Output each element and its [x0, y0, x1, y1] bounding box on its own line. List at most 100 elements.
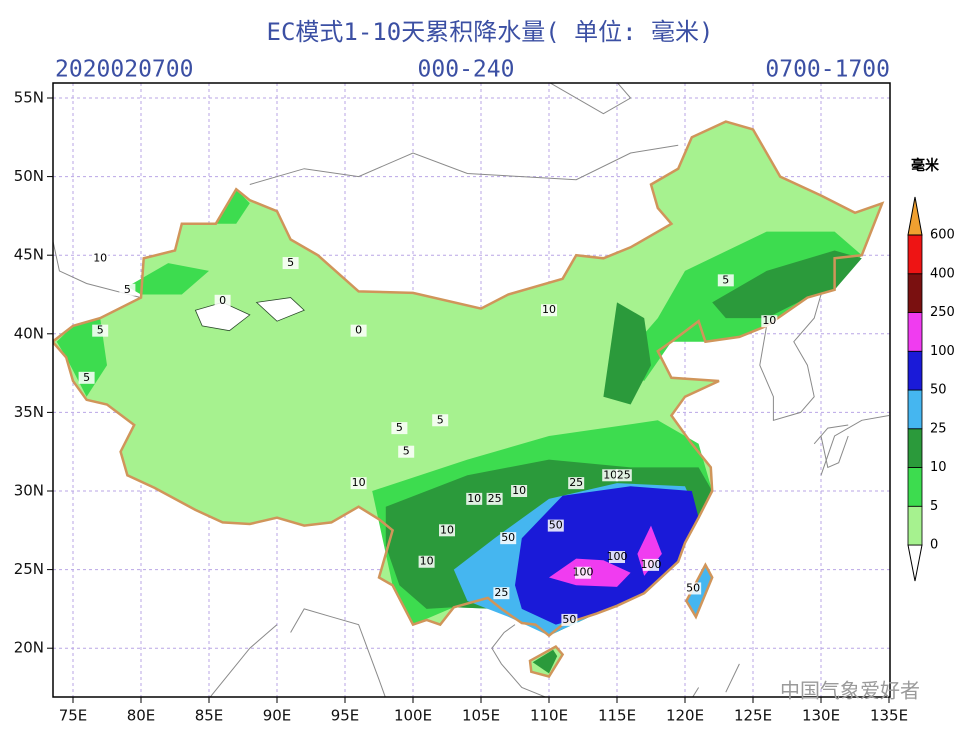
- contour-label: 50: [562, 613, 576, 626]
- legend-label: 600: [930, 228, 955, 243]
- legend-label: 5: [930, 499, 938, 514]
- legend-swatch: [907, 467, 923, 507]
- contour-label-box: [511, 485, 528, 497]
- legend-swatch: [907, 428, 923, 468]
- contour-label-box: [119, 283, 136, 296]
- contour-label-box: [486, 492, 503, 505]
- contour-label: 10: [420, 555, 434, 568]
- contour-label-box: [350, 324, 367, 337]
- coastline: [491, 624, 547, 697]
- contour-label: 5: [83, 371, 90, 384]
- contour-label: 10: [93, 251, 107, 264]
- y-tick-label: 20N: [14, 639, 44, 657]
- contour-label-box: [432, 414, 449, 427]
- contour-label: 25: [617, 468, 631, 481]
- legend-label: 50: [930, 383, 947, 398]
- contour-label-box: [214, 294, 231, 307]
- x-tick-label: 75E: [59, 707, 88, 725]
- x-tick-label: 135E: [870, 707, 908, 725]
- contour-label-box: [615, 469, 632, 482]
- contour-label: 25: [569, 476, 583, 489]
- coastline: [820, 415, 890, 476]
- contour-label-box: [466, 492, 483, 505]
- contour-label: 5: [124, 283, 131, 296]
- contour-label: 25: [494, 586, 508, 599]
- legend-swatch: [907, 389, 923, 430]
- contour-label-box: [78, 371, 95, 384]
- precip-region: [255, 297, 305, 322]
- x-tick-label: 80E: [127, 707, 156, 725]
- contour-label-box: [761, 315, 778, 328]
- contour-label: 100: [641, 558, 662, 571]
- contour-label-box: [391, 422, 408, 435]
- coastline: [549, 83, 632, 115]
- contour-label-box: [282, 257, 299, 270]
- y-tick-label: 30N: [14, 482, 44, 500]
- x-tick-label: 130E: [802, 707, 840, 725]
- contour-label: 10: [603, 468, 617, 481]
- country-border: [528, 645, 565, 678]
- contour-label: 5: [287, 256, 294, 269]
- contour-label: 100: [573, 566, 594, 579]
- map-title: EC模式1-10天累积降水量( 单位: 毫米): [267, 18, 714, 46]
- contour-label-box: [717, 274, 734, 287]
- init-time: 2020020700: [55, 57, 193, 83]
- contour-label: 5: [97, 324, 104, 337]
- contour-label-box: [92, 324, 109, 337]
- contour-label: 5: [396, 421, 403, 434]
- legend-label: 10: [930, 460, 947, 475]
- contour-label-box: [609, 551, 625, 564]
- legend-label: 250: [930, 305, 955, 320]
- legend-swatch-over: [907, 196, 923, 236]
- legend-label: 400: [930, 266, 955, 281]
- legend-swatch: [907, 312, 923, 352]
- forecast-range: 000-240: [418, 57, 515, 83]
- coastline: [209, 624, 278, 697]
- legend-label: 100: [930, 344, 955, 359]
- x-tick-label: 85E: [195, 707, 224, 725]
- watermark: 中国气象爱好者: [780, 679, 920, 703]
- legend-swatch-under: [907, 544, 923, 582]
- legend-swatch: [907, 505, 923, 546]
- contour-label: 5: [403, 445, 410, 458]
- x-tick-label: 115E: [598, 707, 636, 725]
- valid-period: 0700-1700: [765, 57, 890, 83]
- legend-swatch: [907, 350, 923, 391]
- coastline: [813, 424, 849, 445]
- y-tick-label: 25N: [14, 560, 44, 578]
- axes: 75E 80E 85E 90E 95E 100E 105E 110E 115E 120E 125E 1…: [14, 89, 908, 725]
- contour-label-box: [92, 252, 109, 265]
- y-tick-label: 55N: [14, 89, 44, 107]
- contour-label: 10: [467, 492, 481, 505]
- contour-label-box: [439, 524, 455, 537]
- y-tick-label: 40N: [14, 324, 44, 342]
- x-tick-label: 90E: [263, 707, 292, 725]
- precip-region: [215, 189, 250, 224]
- x-tick-label: 95E: [331, 707, 360, 725]
- contour-label: 100: [607, 550, 628, 563]
- x-tick-label: 125E: [734, 707, 772, 725]
- coastline: [725, 663, 740, 693]
- coastline: [759, 294, 822, 421]
- legend-label: 0: [930, 538, 938, 553]
- contour-label-box: [643, 558, 659, 571]
- legend-unit: 毫米: [911, 157, 940, 174]
- precip-region: [532, 649, 558, 674]
- contour-label: 5: [722, 273, 729, 286]
- country-border: [53, 120, 885, 638]
- x-tick-label: 110E: [530, 707, 568, 725]
- contour-label-box: [541, 304, 557, 317]
- coastline: [290, 608, 386, 697]
- contour-label-box: [418, 555, 435, 568]
- contour-label: 10: [542, 303, 556, 316]
- contour-label: 10: [352, 476, 366, 489]
- x-tick-label: 105E: [462, 707, 500, 725]
- legend-swatch: [907, 234, 923, 275]
- legend-swatch: [907, 273, 923, 313]
- precip-region: [127, 263, 209, 295]
- coastline: [249, 144, 679, 185]
- contour-label-box: [547, 519, 564, 532]
- y-tick-label: 45N: [14, 246, 44, 264]
